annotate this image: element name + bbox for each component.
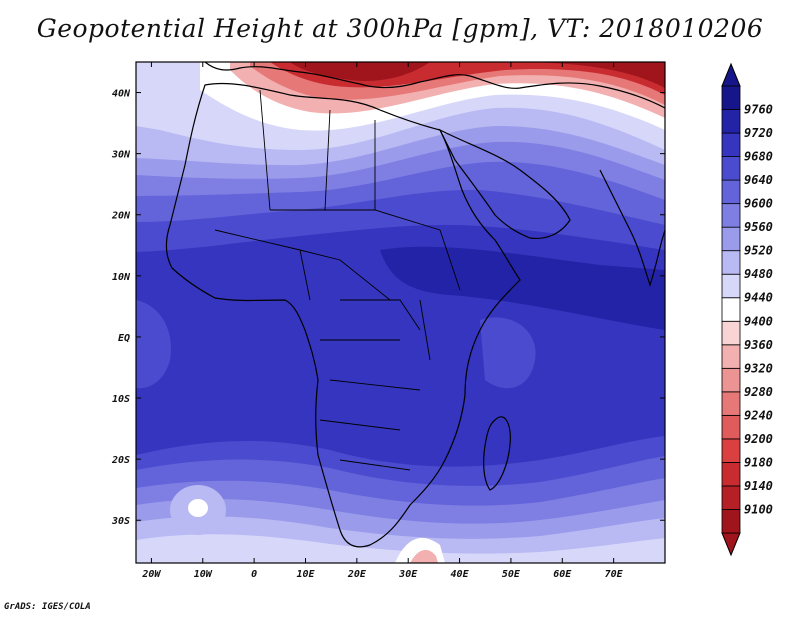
- colorbar-segment: [721, 203, 741, 228]
- colorbar-segment: [721, 485, 741, 510]
- plot-frame: [135, 61, 666, 564]
- colorbar-label: 9200: [744, 432, 773, 446]
- colorbar-segment: [721, 344, 741, 369]
- colorbar-top-arrow: [721, 62, 741, 87]
- lat-tick-label: 40N: [112, 89, 131, 100]
- arabia-coastline: [438, 128, 571, 240]
- chart-title: Geopotential Height at 300hPa [gpm], VT:…: [36, 14, 764, 43]
- lon-tick-label: 30E: [398, 569, 418, 580]
- colorbar-segment: [721, 250, 741, 275]
- south-atlantic-ridge-core: [188, 499, 208, 517]
- indian-ocean-core: [380, 246, 665, 330]
- colorbar-bottom-arrow: [721, 532, 741, 557]
- colorbar-label: 9400: [744, 314, 773, 328]
- lat-tick-label: 30N: [111, 150, 131, 161]
- lon-tick-label: 20W: [141, 569, 161, 580]
- colorbar-label: 9440: [744, 291, 773, 305]
- colorbar-label: 9320: [744, 361, 773, 375]
- band-9140-north: [290, 62, 665, 88]
- tropical-patch-west: [136, 300, 171, 389]
- africa-coastline: [165, 82, 521, 548]
- europe-coastline: [204, 62, 665, 109]
- colorbar-segment: [721, 132, 741, 157]
- lon-tick-label: 50E: [502, 569, 521, 580]
- colorbar: 9100 9140 9180 9200 9240 9280 9320 9360 9400 9440…: [721, 62, 773, 557]
- credit-text: GrADS: IGES/COLA: [4, 602, 91, 612]
- lat-tick-label: 20S: [111, 455, 130, 466]
- tropical-patch-east: [480, 317, 536, 389]
- colorbar-label: 9280: [744, 385, 773, 399]
- axis-ticks: 20W 10W 0 10E 20E 30E 40E 50E 60E 70E 40N 30N 20N 10N…: [111, 62, 665, 580]
- colorbar-label: 9600: [744, 197, 773, 211]
- colorbar-segment: [721, 297, 741, 322]
- colorbar-segment: [721, 414, 741, 440]
- lat-tick-label: 10N: [112, 272, 131, 283]
- colorbar-segment: [721, 367, 741, 393]
- colorbar-segment: [721, 320, 741, 346]
- colorbar-segment: [721, 109, 741, 134]
- lon-tick-label: 40E: [451, 569, 470, 580]
- lat-tick-label: 30S: [111, 516, 130, 527]
- lon-tick-label: 20E: [347, 569, 367, 580]
- colorbar-segment: [721, 273, 741, 299]
- colorbar-label: 9640: [744, 173, 773, 187]
- colorbar-segment: [721, 226, 741, 252]
- colorbar-segment: [721, 179, 741, 205]
- south-african-trough-core: [410, 549, 438, 563]
- lon-tick-label: 10W: [194, 569, 213, 580]
- colorbar-label: 9760: [744, 103, 773, 117]
- colorbar-label: 9240: [744, 408, 773, 422]
- colorbar-segment: [721, 391, 741, 416]
- band-9400-south: [136, 534, 665, 563]
- lon-tick-label: 70E: [605, 569, 624, 580]
- colorbar-segment: [721, 509, 741, 534]
- coastlines: [165, 62, 665, 548]
- colorbar-segment: [721, 462, 741, 487]
- madagascar-coastline: [483, 416, 511, 491]
- height-field: [136, 62, 665, 563]
- lat-tick-label: 10S: [112, 394, 130, 405]
- colorbar-label: 9100: [744, 502, 773, 516]
- colorbar-segment: [721, 438, 741, 463]
- lon-tick-label: 0: [251, 569, 257, 580]
- lat-tick-label: EQ: [118, 333, 130, 344]
- colorbar-label: 9180: [744, 455, 773, 469]
- colorbar-label: 9480: [744, 267, 773, 281]
- colorbar-label: 9360: [744, 338, 773, 352]
- colorbar-label: 9520: [744, 244, 773, 258]
- colorbar-segment: [721, 85, 741, 110]
- lon-tick-label: 10E: [296, 569, 315, 580]
- lon-tick-label: 60E: [553, 569, 572, 580]
- lat-tick-label: 20N: [111, 211, 131, 222]
- colorbar-label: 9560: [744, 220, 773, 234]
- colorbar-label: 9140: [744, 479, 773, 493]
- colorbar-label: 9680: [744, 150, 773, 164]
- colorbar-segment: [721, 156, 741, 181]
- interior-borders: [214, 89, 461, 471]
- colorbar-label: 9720: [744, 126, 773, 140]
- india-coastline: [599, 169, 665, 287]
